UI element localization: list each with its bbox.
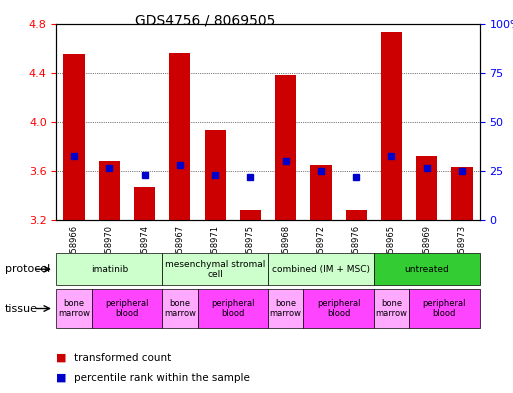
- Bar: [381, 32, 402, 220]
- Text: ■: ■: [56, 373, 67, 383]
- Bar: [169, 53, 190, 220]
- Text: mesenchymal stromal
cell: mesenchymal stromal cell: [165, 259, 265, 279]
- Text: tissue: tissue: [5, 303, 38, 314]
- Text: bone
marrow: bone marrow: [164, 299, 196, 318]
- Text: bone
marrow: bone marrow: [376, 299, 407, 318]
- Text: peripheral
blood: peripheral blood: [317, 299, 360, 318]
- Text: imatinib: imatinib: [91, 265, 128, 274]
- Text: combined (IM + MSC): combined (IM + MSC): [272, 265, 370, 274]
- Bar: [64, 54, 85, 220]
- Text: bone
marrow: bone marrow: [58, 299, 90, 318]
- Text: percentile rank within the sample: percentile rank within the sample: [74, 373, 250, 383]
- Text: ■: ■: [56, 353, 67, 363]
- Bar: [346, 210, 367, 220]
- Text: peripheral
blood: peripheral blood: [105, 299, 149, 318]
- Text: peripheral
blood: peripheral blood: [211, 299, 254, 318]
- Text: bone
marrow: bone marrow: [270, 299, 302, 318]
- Bar: [451, 167, 472, 220]
- Text: peripheral
blood: peripheral blood: [423, 299, 466, 318]
- Bar: [310, 165, 331, 220]
- Bar: [416, 156, 437, 220]
- Bar: [205, 130, 226, 220]
- Bar: [98, 161, 120, 220]
- Text: protocol: protocol: [5, 264, 50, 274]
- Bar: [134, 187, 155, 220]
- Bar: [240, 210, 261, 220]
- Text: GDS4756 / 8069505: GDS4756 / 8069505: [135, 14, 275, 28]
- Text: transformed count: transformed count: [74, 353, 172, 363]
- Text: untreated: untreated: [404, 265, 449, 274]
- Bar: [275, 75, 296, 220]
